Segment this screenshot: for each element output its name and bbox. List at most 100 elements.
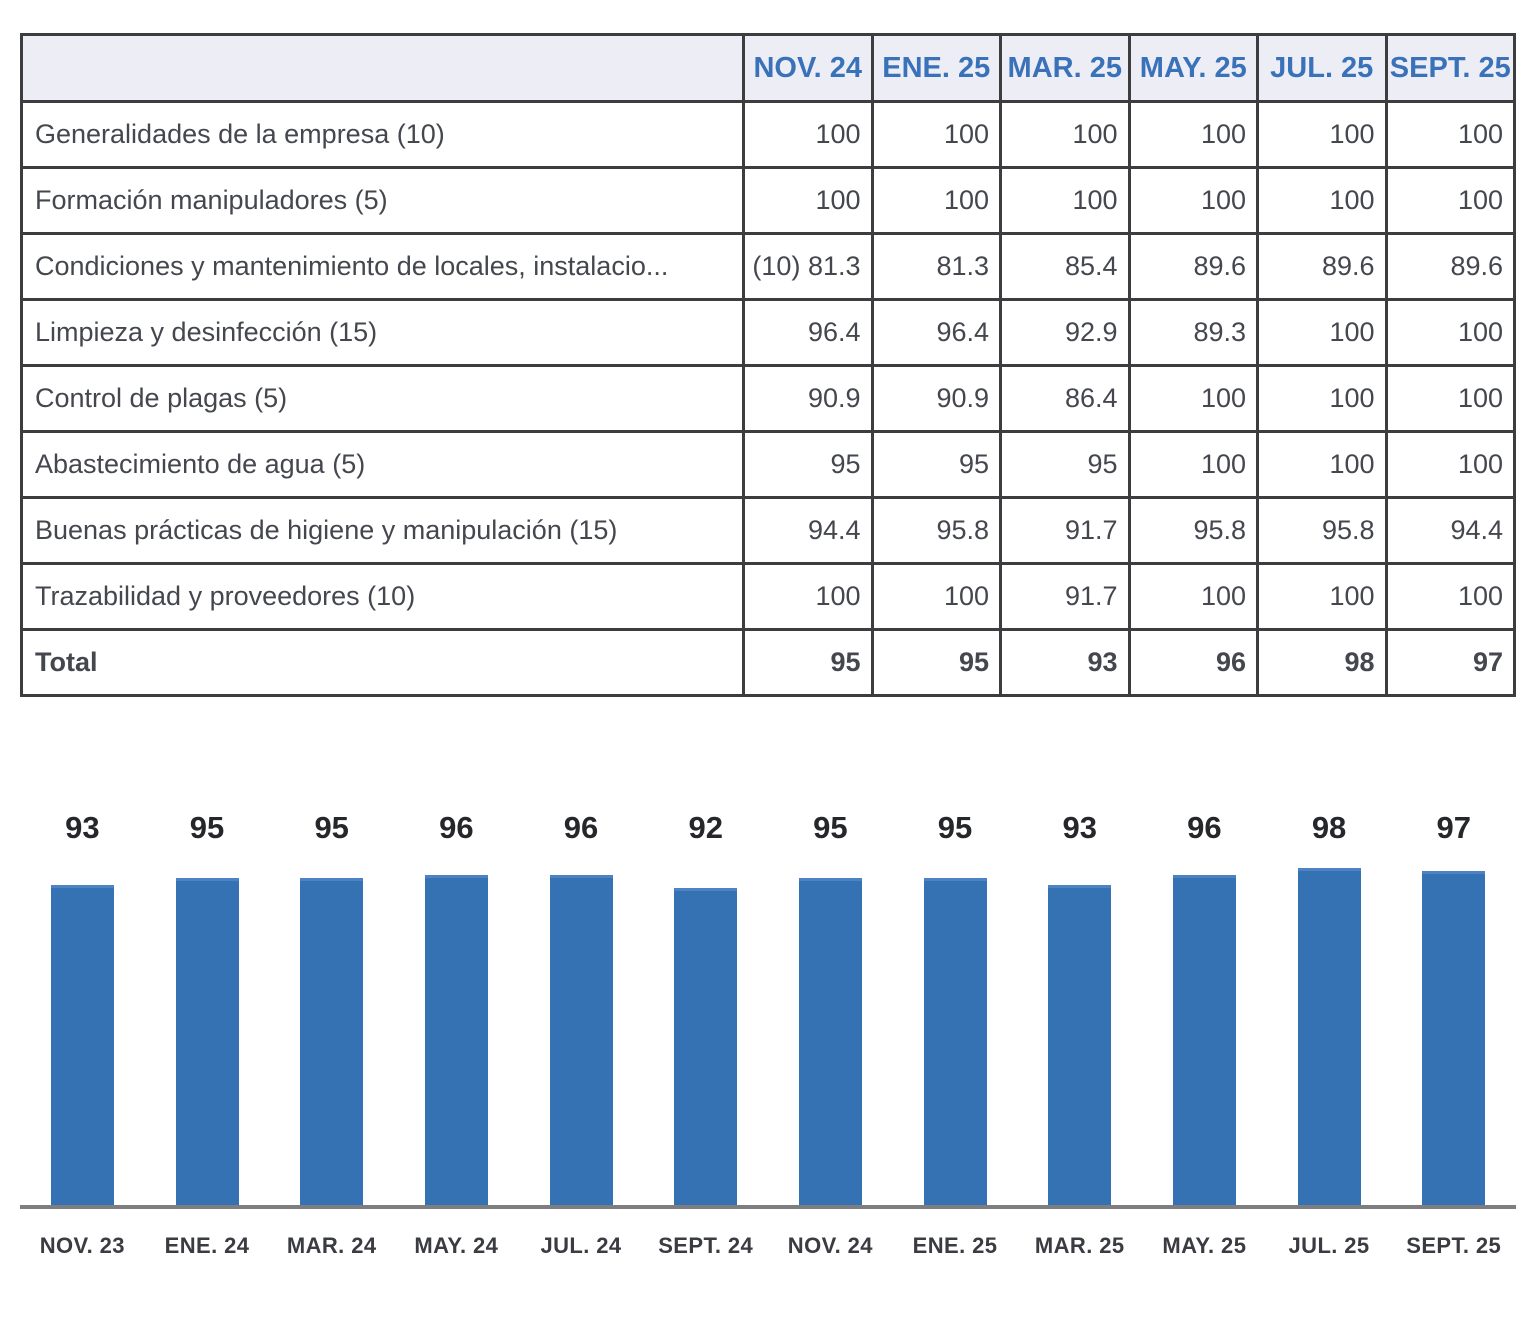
table-row: Generalidades de la empresa (10) 100 100 10… — [20, 100, 1516, 169]
score-cell: 100 — [1384, 100, 1516, 169]
bar-slot — [893, 878, 1018, 1205]
bar-value-label: 97 — [1436, 810, 1471, 845]
x-axis-label: MAY. 24 — [414, 1233, 499, 1258]
x-axis-label-cell: ENE. 25 — [893, 1233, 1018, 1259]
bar-value-label: 96 — [563, 810, 599, 845]
bar-slot — [1391, 871, 1516, 1205]
bar — [424, 875, 488, 1205]
bar — [923, 878, 987, 1205]
x-axis-label: JUL. 25 — [1288, 1233, 1370, 1258]
score-cell: 91.7 — [999, 562, 1131, 631]
row-label: Generalidades de la empresa (10) — [20, 100, 745, 169]
x-axis-label: JUL. 24 — [540, 1233, 622, 1258]
score-cell: 90.9 — [870, 364, 1002, 433]
x-axis-label: MAR. 25 — [1034, 1233, 1125, 1258]
score-cell: 95 — [870, 430, 1002, 499]
bar-value-label: 98 — [1311, 810, 1347, 845]
bar — [300, 878, 364, 1205]
bar-slot — [1267, 868, 1392, 1205]
score-cell: 100 — [1384, 364, 1516, 433]
bars-row — [20, 847, 1516, 1209]
score-cell: 95 — [870, 628, 1002, 697]
score-cell: 96 — [1127, 628, 1259, 697]
score-cell: 100 — [1256, 100, 1388, 169]
row-label: Control de plagas (5) — [20, 364, 745, 433]
x-axis-label: NOV. 24 — [787, 1233, 873, 1258]
score-cell: 100 — [1384, 166, 1516, 235]
bar-slot — [1142, 875, 1267, 1205]
score-cell: 100 — [1256, 562, 1388, 631]
bar-slot — [269, 878, 394, 1205]
score-cell: 100 — [1384, 430, 1516, 499]
x-axis-label-cell: SEPT. 24 — [643, 1233, 768, 1259]
row-label: Total — [20, 628, 745, 697]
score-cell: 100 — [1256, 430, 1388, 499]
x-axis-label-cell: ENE. 24 — [145, 1233, 270, 1259]
score-cell: 100 — [999, 100, 1131, 169]
table-row: Trazabilidad y proveedores (10) 100 100 91.… — [20, 562, 1516, 631]
row-label: Abastecimiento de agua (5) — [20, 430, 745, 499]
score-cell: 100 — [1384, 298, 1516, 367]
table-row: Formación manipuladores (5) 100 100 100 100 1… — [20, 166, 1516, 235]
month-column-header: SEPT. 25 — [1384, 33, 1516, 103]
score-cell: 95 — [742, 628, 874, 697]
score-cell: 81.3 — [870, 232, 1002, 301]
score-cell: 94.4 — [1384, 496, 1516, 565]
bar-value-label: 95 — [314, 810, 349, 845]
x-axis-label: SEPT. 25 — [1406, 1233, 1502, 1258]
table-row: Abastecimiento de agua (5) 95 95 95 100 100 10… — [20, 430, 1516, 499]
bar-slot — [20, 885, 145, 1205]
audit-scores-table: NOV. 24 ENE. 25 MAR. 25 MAY. 25 JUL. 25 SEPT.… — [20, 33, 1516, 697]
bar — [1422, 871, 1486, 1205]
x-axis-label-cell: NOV. 23 — [20, 1233, 145, 1259]
bar-slot — [394, 875, 519, 1205]
score-cell: 100 — [870, 100, 1002, 169]
bar-value-label: 95 — [937, 810, 973, 845]
bar-slot — [768, 878, 893, 1205]
x-axis-label-cell: JUL. 25 — [1267, 1233, 1392, 1259]
score-cell: 100 — [742, 166, 874, 235]
table-header-row: NOV. 24 ENE. 25 MAR. 25 MAY. 25 JUL. 25 SEPT.… — [20, 33, 1516, 103]
x-axis-label: ENE. 24 — [164, 1233, 250, 1258]
table-body: Generalidades de la empresa (10) 100 100 10… — [20, 100, 1516, 697]
score-cell: 100 — [742, 100, 874, 169]
score-cell: 100 — [1127, 364, 1259, 433]
table-row: Condiciones y mantenimiento de locales, … — [20, 232, 1516, 301]
bar-value-label: 93 — [1062, 810, 1097, 845]
score-cell: 97 — [1384, 628, 1516, 697]
score-cell: 89.6 — [1127, 232, 1259, 301]
score-cell: 96.4 — [742, 298, 874, 367]
score-cell: 95.8 — [1127, 496, 1259, 565]
month-column-header: JUL. 25 — [1256, 33, 1388, 103]
table-row: Limpieza y desinfección (15) 96.4 96.4 92.9… — [20, 298, 1516, 367]
score-cell: 100 — [1127, 562, 1259, 631]
row-label: Formación manipuladores (5) — [20, 166, 745, 235]
table-row: Buenas prácticas de higiene y manipulaci… — [20, 496, 1516, 565]
score-cell: 91.7 — [999, 496, 1131, 565]
bar-value-labels-row: 93 95 95 96 96 92 95 95 93 96 98 97 — [20, 809, 1516, 847]
bar — [1297, 868, 1361, 1205]
score-cell: 100 — [870, 166, 1002, 235]
table-row: Control de plagas (5) 90.9 90.9 86.4 100 100 1… — [20, 364, 1516, 433]
x-axis-label: ENE. 25 — [912, 1233, 998, 1258]
month-column-header: MAY. 25 — [1127, 33, 1259, 103]
score-cell: 95.8 — [1256, 496, 1388, 565]
bar — [1172, 875, 1236, 1205]
score-cell: 100 — [1127, 166, 1259, 235]
month-column-header: NOV. 24 — [742, 33, 874, 103]
score-cell: 100 — [1256, 298, 1388, 367]
score-cell: 93 — [999, 628, 1131, 697]
x-axis-label: NOV. 23 — [39, 1233, 125, 1258]
bar — [549, 875, 613, 1205]
row-label: Buenas prácticas de higiene y manipulaci… — [20, 496, 745, 565]
score-cell: 100 — [1256, 166, 1388, 235]
bar — [674, 888, 738, 1205]
score-cell: 100 — [870, 562, 1002, 631]
bar — [50, 885, 114, 1205]
month-column-header: MAR. 25 — [999, 33, 1131, 103]
bar-slot — [643, 888, 768, 1205]
score-cell: 96.4 — [870, 298, 1002, 367]
x-axis-label-cell: NOV. 24 — [768, 1233, 893, 1259]
bar — [175, 878, 239, 1205]
